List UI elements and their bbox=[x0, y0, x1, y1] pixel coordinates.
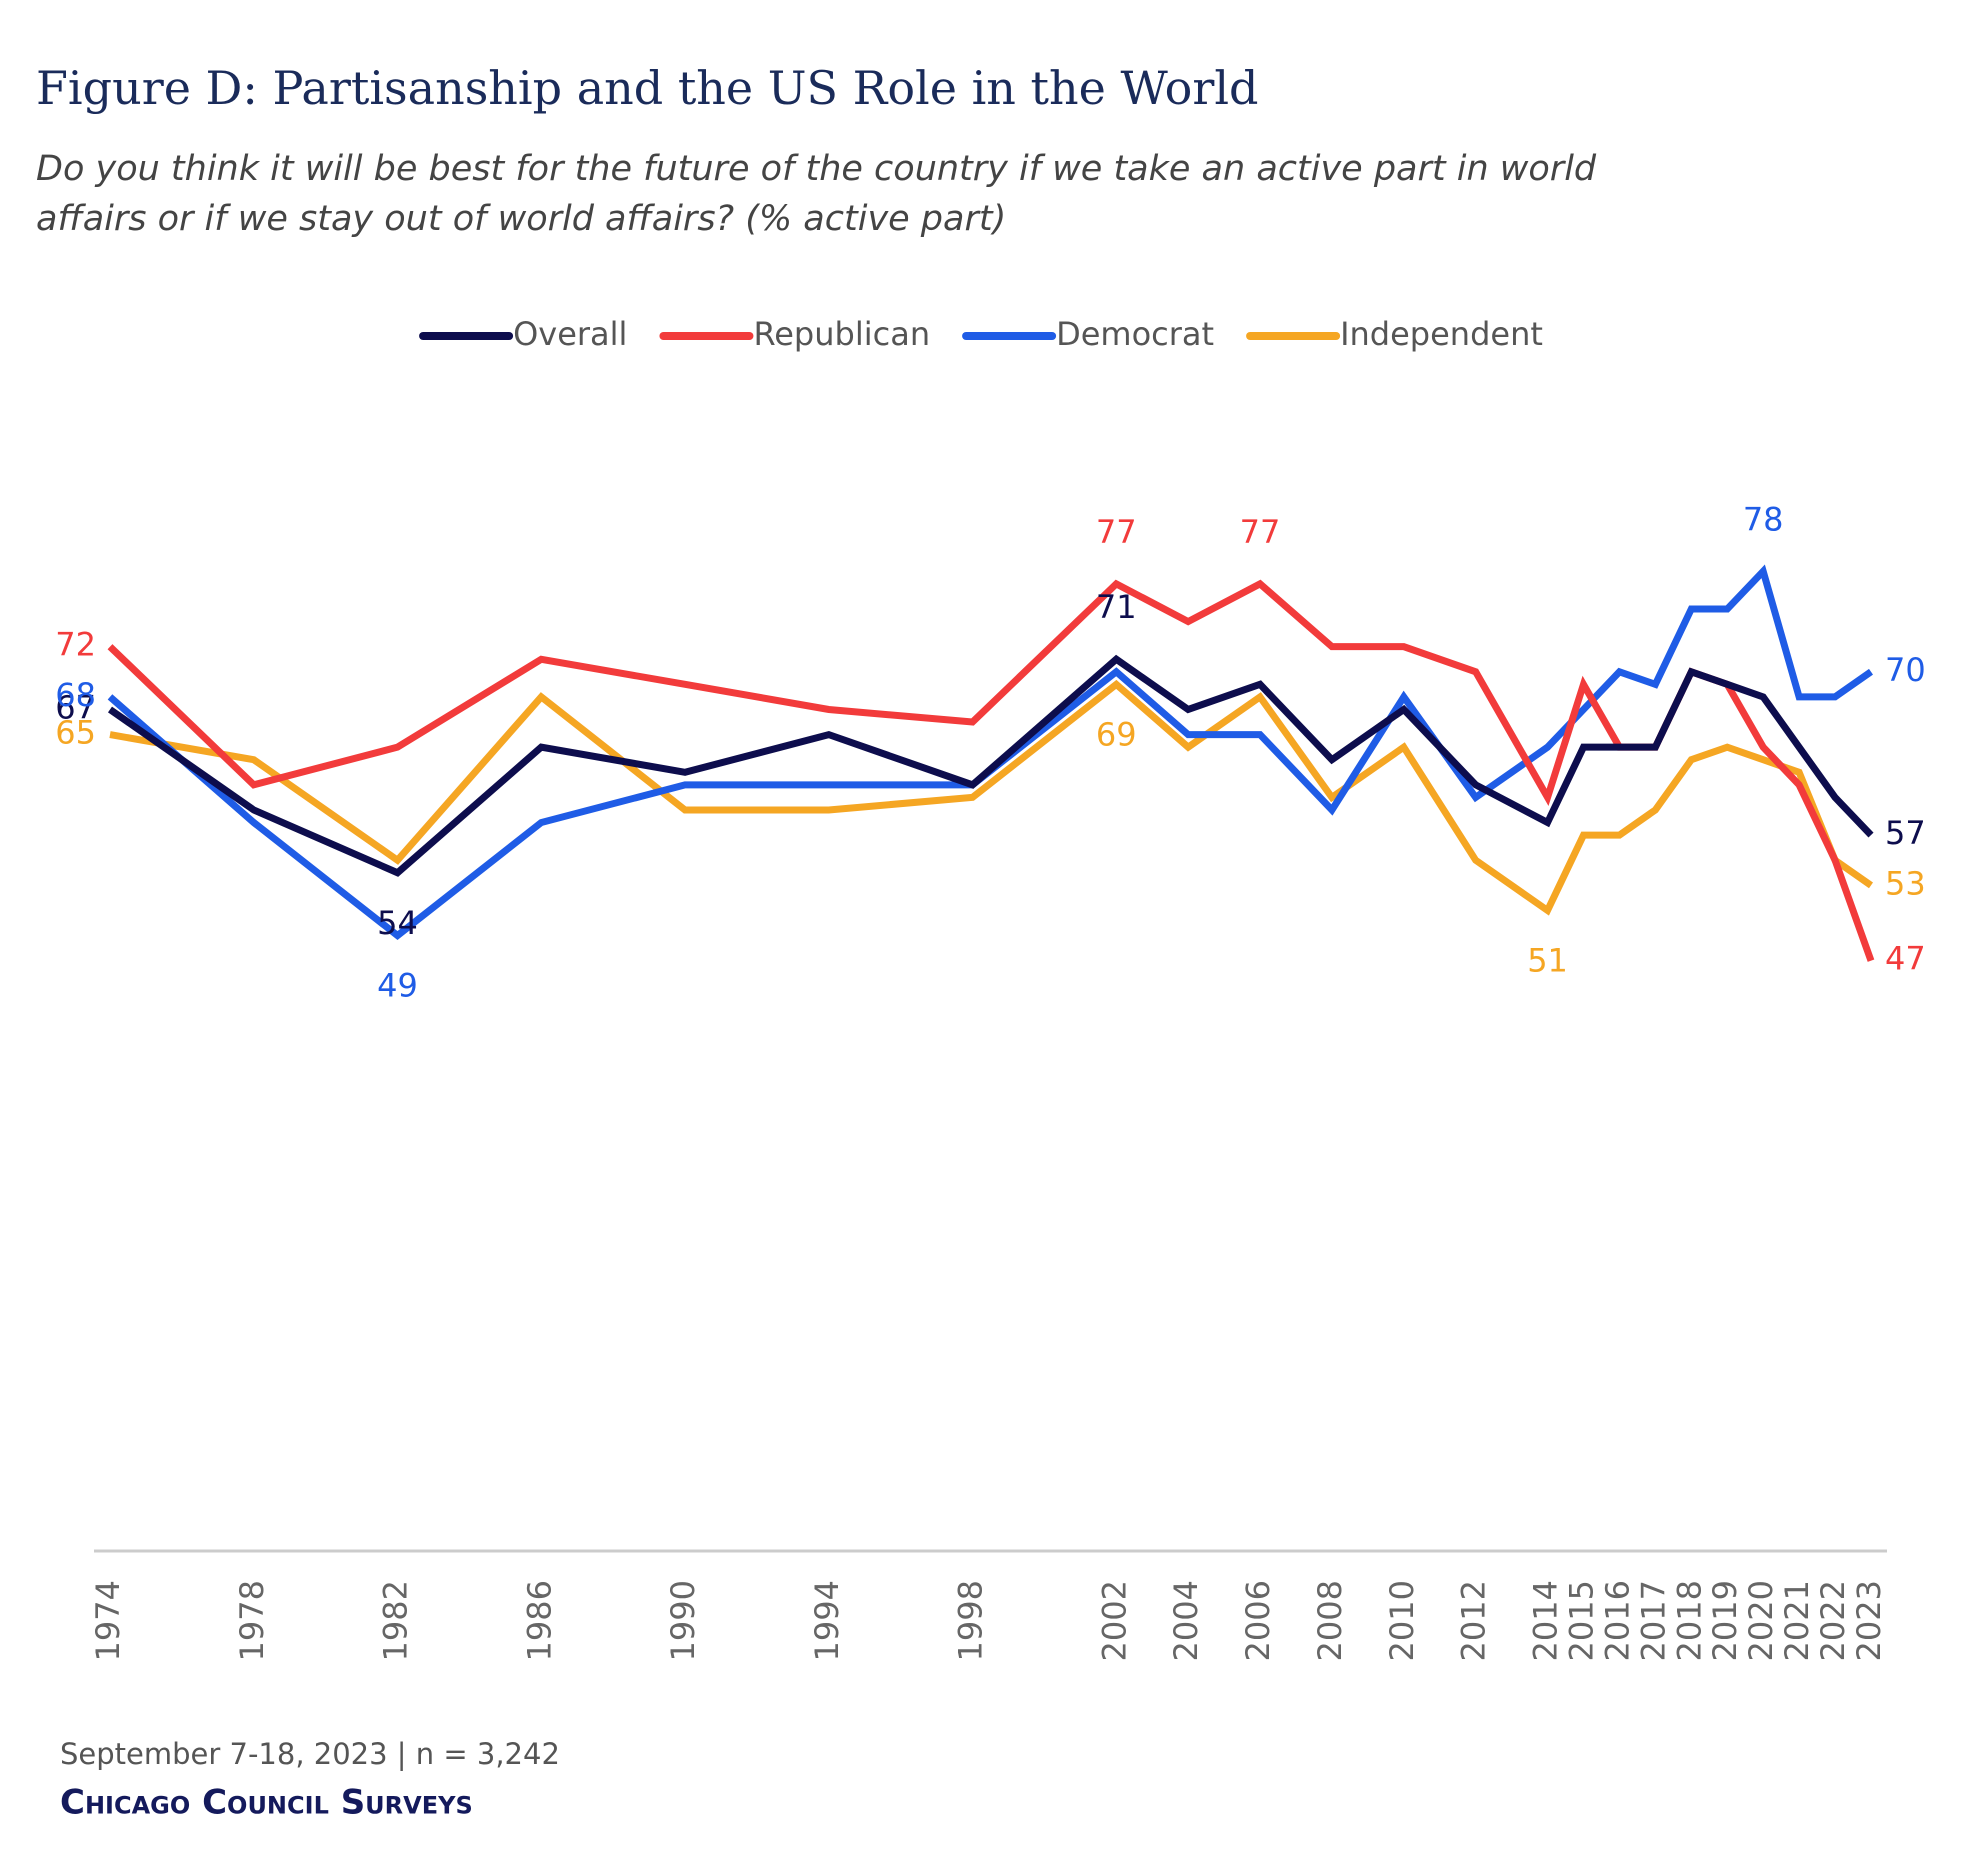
x-tick-label: 1974 bbox=[89, 1580, 127, 1661]
x-tick-label: 2008 bbox=[1311, 1580, 1349, 1661]
legend-label: Independent bbox=[1340, 315, 1543, 353]
data-label: 67 bbox=[55, 688, 96, 726]
data-label: 57 bbox=[1885, 814, 1926, 852]
x-tick-label: 2014 bbox=[1527, 1580, 1565, 1661]
chart-title: Figure D: Partisanship and the US Role i… bbox=[36, 61, 1258, 115]
series-line bbox=[109, 679, 1874, 916]
x-tick-label: 1990 bbox=[664, 1580, 702, 1661]
x-tick-label: 2021 bbox=[1778, 1580, 1816, 1661]
data-label: 47 bbox=[1885, 940, 1926, 978]
data-label: 68 bbox=[55, 676, 96, 714]
data-label: 70 bbox=[1885, 651, 1926, 689]
x-tick-label: 2018 bbox=[1670, 1580, 1708, 1661]
x-tick-label: 2017 bbox=[1634, 1580, 1672, 1661]
series-line bbox=[107, 654, 1874, 877]
data-label: 78 bbox=[1743, 500, 1784, 538]
legend-label: Republican bbox=[753, 315, 930, 353]
series-line bbox=[107, 564, 1874, 941]
x-tick-label: 1994 bbox=[808, 1580, 846, 1661]
legend-label: Democrat bbox=[1056, 315, 1214, 353]
x-tick-label: 1982 bbox=[377, 1580, 415, 1661]
x-tick-label: 2022 bbox=[1814, 1580, 1852, 1661]
data-label: 77 bbox=[1096, 513, 1137, 551]
x-tick-label: 2020 bbox=[1742, 1580, 1780, 1661]
chart-subtitle: Do you think it will be best for the fut… bbox=[36, 149, 1597, 189]
x-tick-label: 2006 bbox=[1239, 1580, 1277, 1661]
data-label: 77 bbox=[1240, 513, 1281, 551]
source: Chicago Council Surveys bbox=[60, 1783, 473, 1823]
data-label: 49 bbox=[377, 967, 418, 1005]
series-line bbox=[107, 579, 1875, 962]
legend: Overall Republican Democrat Independent bbox=[419, 315, 1543, 353]
x-tick-label: 2010 bbox=[1383, 1580, 1421, 1661]
note: September 7-18, 2023 | n = 3,242 bbox=[60, 1737, 560, 1771]
x-tick-label: 2023 bbox=[1850, 1580, 1888, 1661]
chart-subtitle: affairs or if we stay out of world affai… bbox=[36, 199, 1006, 239]
x-tick-label: 2015 bbox=[1562, 1580, 1600, 1661]
data-label: 51 bbox=[1527, 941, 1568, 979]
data-label: 54 bbox=[377, 904, 418, 942]
data-label: 72 bbox=[55, 626, 96, 664]
data-label: 53 bbox=[1885, 864, 1926, 902]
x-tick-label: 2016 bbox=[1598, 1580, 1636, 1661]
x-tick-label: 2019 bbox=[1706, 1580, 1744, 1661]
x-tick-label: 1986 bbox=[520, 1580, 558, 1661]
x-tick-label: 2004 bbox=[1167, 1580, 1205, 1661]
x-tick-label: 1998 bbox=[952, 1580, 990, 1661]
data-label: 69 bbox=[1096, 715, 1137, 753]
data-label: 71 bbox=[1096, 588, 1137, 626]
x-tick-label: 1978 bbox=[233, 1580, 271, 1661]
x-tick-label: 2012 bbox=[1455, 1580, 1493, 1661]
x-tick-label: 2002 bbox=[1095, 1580, 1133, 1661]
legend-label: Overall bbox=[513, 315, 627, 353]
data-label: 65 bbox=[55, 714, 96, 752]
